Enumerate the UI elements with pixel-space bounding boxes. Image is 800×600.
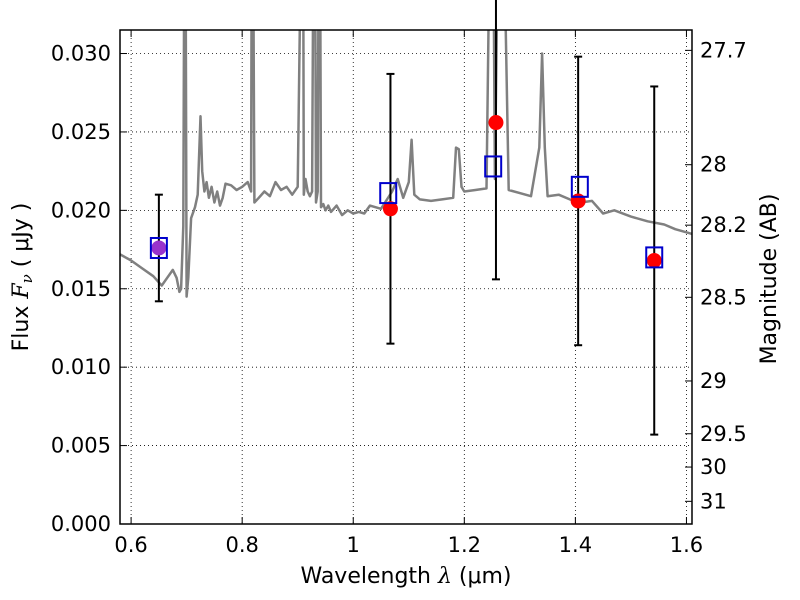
model-spectrum-line — [120, 30, 692, 298]
y2-tick-label: 29.5 — [700, 422, 747, 446]
model-photometry-marker — [379, 182, 398, 205]
y2-tick-label: 29 — [700, 369, 727, 393]
model-photometry-marker — [645, 246, 664, 269]
y2-tick-label: 27.7 — [700, 38, 747, 62]
y-tick-label: 0.000 — [51, 512, 111, 536]
observed-point — [646, 253, 662, 269]
y-tick-label: 0.015 — [51, 277, 111, 301]
y-tick-label: 0.005 — [51, 434, 111, 458]
y2-tick-label: 31 — [700, 489, 727, 513]
model-spectrum-layer — [120, 30, 692, 298]
observed-points-layer — [151, 115, 662, 269]
y2-tick-label: 28.5 — [700, 285, 747, 309]
y2-tick-label: 28.2 — [700, 213, 747, 237]
y2-axis-label: Magnitude (AB) — [757, 194, 782, 365]
x-tick-label: 1 — [347, 533, 360, 557]
model-photometry-layer — [149, 155, 664, 269]
observed-point — [570, 193, 586, 209]
x-tick-label: 1.6 — [670, 533, 703, 557]
y-tick-label: 0.030 — [51, 42, 111, 66]
x-axis-label: Wavelength λ (μm) — [300, 564, 511, 589]
y2-tick-label: 30 — [700, 455, 727, 479]
y-tick-label: 0.020 — [51, 198, 111, 222]
observed-point — [382, 201, 398, 217]
x-tick-label: 0.6 — [114, 533, 147, 557]
grid — [120, 30, 692, 524]
model-photometry-marker — [484, 155, 503, 178]
observed-point — [488, 115, 504, 131]
x-tick-label: 1.2 — [448, 533, 481, 557]
model-photometry-marker — [149, 236, 168, 259]
observed-point — [151, 240, 167, 256]
x-tick-label: 1.4 — [559, 533, 592, 557]
y-tick-label: 0.010 — [51, 355, 111, 379]
x-tick-label: 0.8 — [225, 533, 258, 557]
ticks: 0.6 0.8 1 1.2 1.4 1.6 0.000 0.005 0.010 0.015 0.02… — [51, 30, 747, 557]
model-photometry-marker — [570, 175, 589, 198]
plot-frame — [119, 29, 693, 525]
y-axis-label: Flux Fν ( μJy ) — [9, 203, 36, 352]
y-tick-label: 0.025 — [51, 120, 111, 144]
y2-tick-label: 28 — [700, 153, 727, 177]
